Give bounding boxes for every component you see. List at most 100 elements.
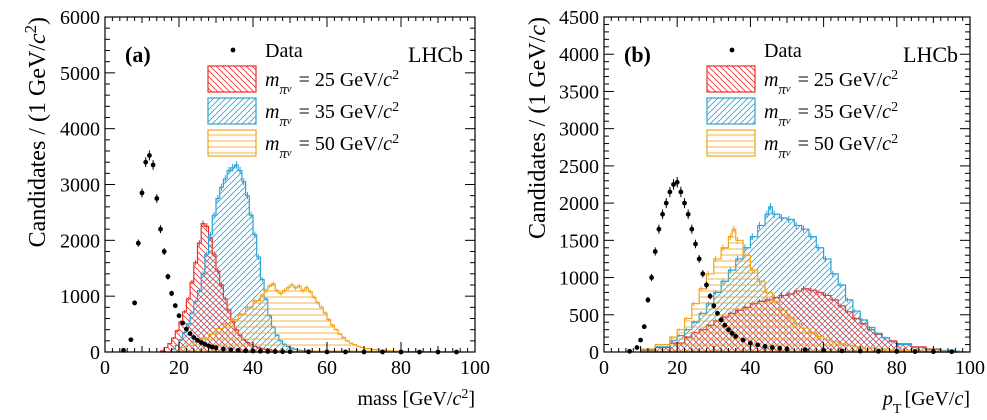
x-tick-label: 80	[887, 357, 907, 379]
data-point	[172, 303, 178, 309]
data-point	[184, 326, 189, 332]
data-point	[135, 240, 141, 246]
data-point	[696, 256, 702, 262]
data-point	[671, 182, 676, 187]
y-tick-label: 2000	[60, 230, 100, 252]
experiment-label: LHCb	[408, 42, 463, 67]
legend-label-50gev: mπv = 50 GeV/c2	[265, 132, 399, 163]
data-point	[729, 330, 735, 336]
x-tick-label: 40	[243, 357, 263, 379]
data-point	[689, 226, 695, 232]
x-tick-label: 0	[599, 357, 609, 379]
legend-swatch-50gev	[706, 129, 756, 157]
data-point	[682, 200, 687, 206]
data-point	[206, 343, 212, 349]
data-point	[663, 200, 669, 206]
y-tick-label: 0	[90, 342, 100, 364]
data-point	[195, 337, 200, 343]
data-point	[769, 345, 775, 350]
x-tick-label: 40	[740, 357, 760, 379]
x-tick-label: 80	[391, 357, 411, 379]
y-tick-label: 6000	[60, 7, 100, 29]
data-point	[733, 333, 739, 339]
data-point	[707, 293, 713, 299]
y-axis-label: Candidates / (1 GeV/c2)	[21, 17, 52, 247]
y-tick-label: 4500	[559, 7, 599, 29]
legend-swatch-35gev	[706, 97, 756, 125]
data-point	[634, 345, 640, 350]
data-point	[755, 342, 761, 348]
data-point	[198, 340, 204, 345]
data-point	[656, 226, 662, 232]
y-tick-label: 1000	[60, 286, 100, 308]
data-point	[209, 344, 215, 350]
data-point	[627, 348, 633, 354]
y-tick-label: 2500	[559, 156, 599, 178]
data-point	[715, 310, 720, 316]
x-axis-label: pT [GeV/c]	[881, 388, 970, 415]
data-point	[678, 189, 684, 195]
data-point	[762, 344, 768, 349]
data-point	[685, 211, 691, 217]
y-tick-label: 1000	[559, 268, 599, 290]
data-point	[187, 331, 193, 336]
data-point	[132, 300, 138, 306]
y-tick-label: 3000	[559, 119, 599, 141]
legend-data-label: Data	[265, 40, 303, 62]
data-point	[191, 335, 197, 340]
data-point	[641, 324, 647, 330]
data-point	[128, 337, 134, 343]
legend-swatch-50gev	[207, 129, 257, 157]
x-tick-label: 0	[100, 357, 110, 379]
y-tick-label: 5000	[60, 63, 100, 85]
y-tick-label: 2000	[559, 193, 599, 215]
data-point	[150, 162, 156, 168]
legend-data-label: Data	[764, 40, 802, 62]
data-point	[645, 297, 651, 303]
y-tick-label: 4000	[559, 44, 599, 66]
data-point	[158, 226, 163, 232]
legend-label-35gev: mπv = 35 GeV/c2	[764, 100, 898, 131]
y-axis-label: Candidates / (1 GeV/c)	[525, 17, 551, 239]
data-point	[652, 249, 658, 254]
data-point	[649, 275, 654, 280]
data-point	[154, 196, 160, 201]
y-tick-label: 3000	[60, 175, 100, 197]
data-point	[740, 337, 746, 343]
chart-panel-a: 0 20 40 60 80 1000100020003000400050006000mas…	[21, 7, 491, 410]
legend-label-25gev: mπv = 25 GeV/c2	[265, 68, 399, 99]
x-tick-label: 20	[667, 357, 687, 379]
legend-swatch-35gev	[207, 97, 257, 125]
x-tick-label: 20	[169, 357, 189, 379]
data-point	[139, 190, 145, 196]
data-point	[660, 211, 665, 217]
data-point	[722, 322, 728, 328]
data-point	[876, 348, 881, 354]
legend-swatch-25gev	[706, 65, 756, 93]
panel-label: (a)	[125, 42, 151, 67]
legend-label-50gev: mπv = 50 GeV/c2	[764, 132, 898, 163]
panel-label: (b)	[624, 42, 651, 67]
legend-swatch-25gev	[207, 65, 257, 93]
x-axis-label: mass [GeV/c2]	[357, 387, 475, 411]
y-tick-label: 500	[569, 305, 599, 327]
data-point	[704, 282, 709, 288]
y-tick-label: 4000	[60, 119, 100, 141]
legend-data-marker	[230, 47, 236, 53]
legend-label-25gev: mπv = 25 GeV/c2	[764, 68, 898, 99]
data-point	[667, 189, 673, 195]
data-point	[802, 347, 808, 353]
data-point	[700, 271, 706, 277]
legend-data-marker	[729, 47, 735, 53]
data-point	[711, 303, 717, 309]
x-tick-label: 100	[460, 357, 490, 379]
data-point	[169, 290, 175, 296]
data-point	[147, 153, 152, 158]
chart-panel-b: 0 20 40 60 80 1000500100015002000250030003500…	[525, 7, 985, 417]
y-tick-label: 1500	[559, 230, 599, 252]
data-point	[718, 317, 724, 323]
